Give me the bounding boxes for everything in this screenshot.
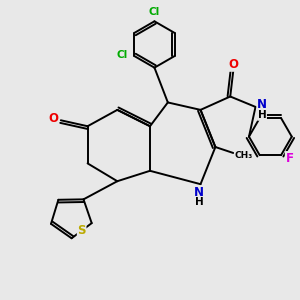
Text: H: H — [258, 110, 266, 120]
Text: F: F — [285, 152, 293, 165]
Text: H: H — [195, 197, 203, 207]
Text: N: N — [257, 98, 267, 111]
Text: O: O — [48, 112, 59, 125]
Text: Cl: Cl — [149, 8, 160, 17]
Text: CH₃: CH₃ — [235, 152, 253, 160]
Text: Cl: Cl — [116, 50, 128, 60]
Text: O: O — [229, 58, 239, 71]
Text: S: S — [77, 224, 86, 237]
Text: N: N — [194, 186, 204, 199]
